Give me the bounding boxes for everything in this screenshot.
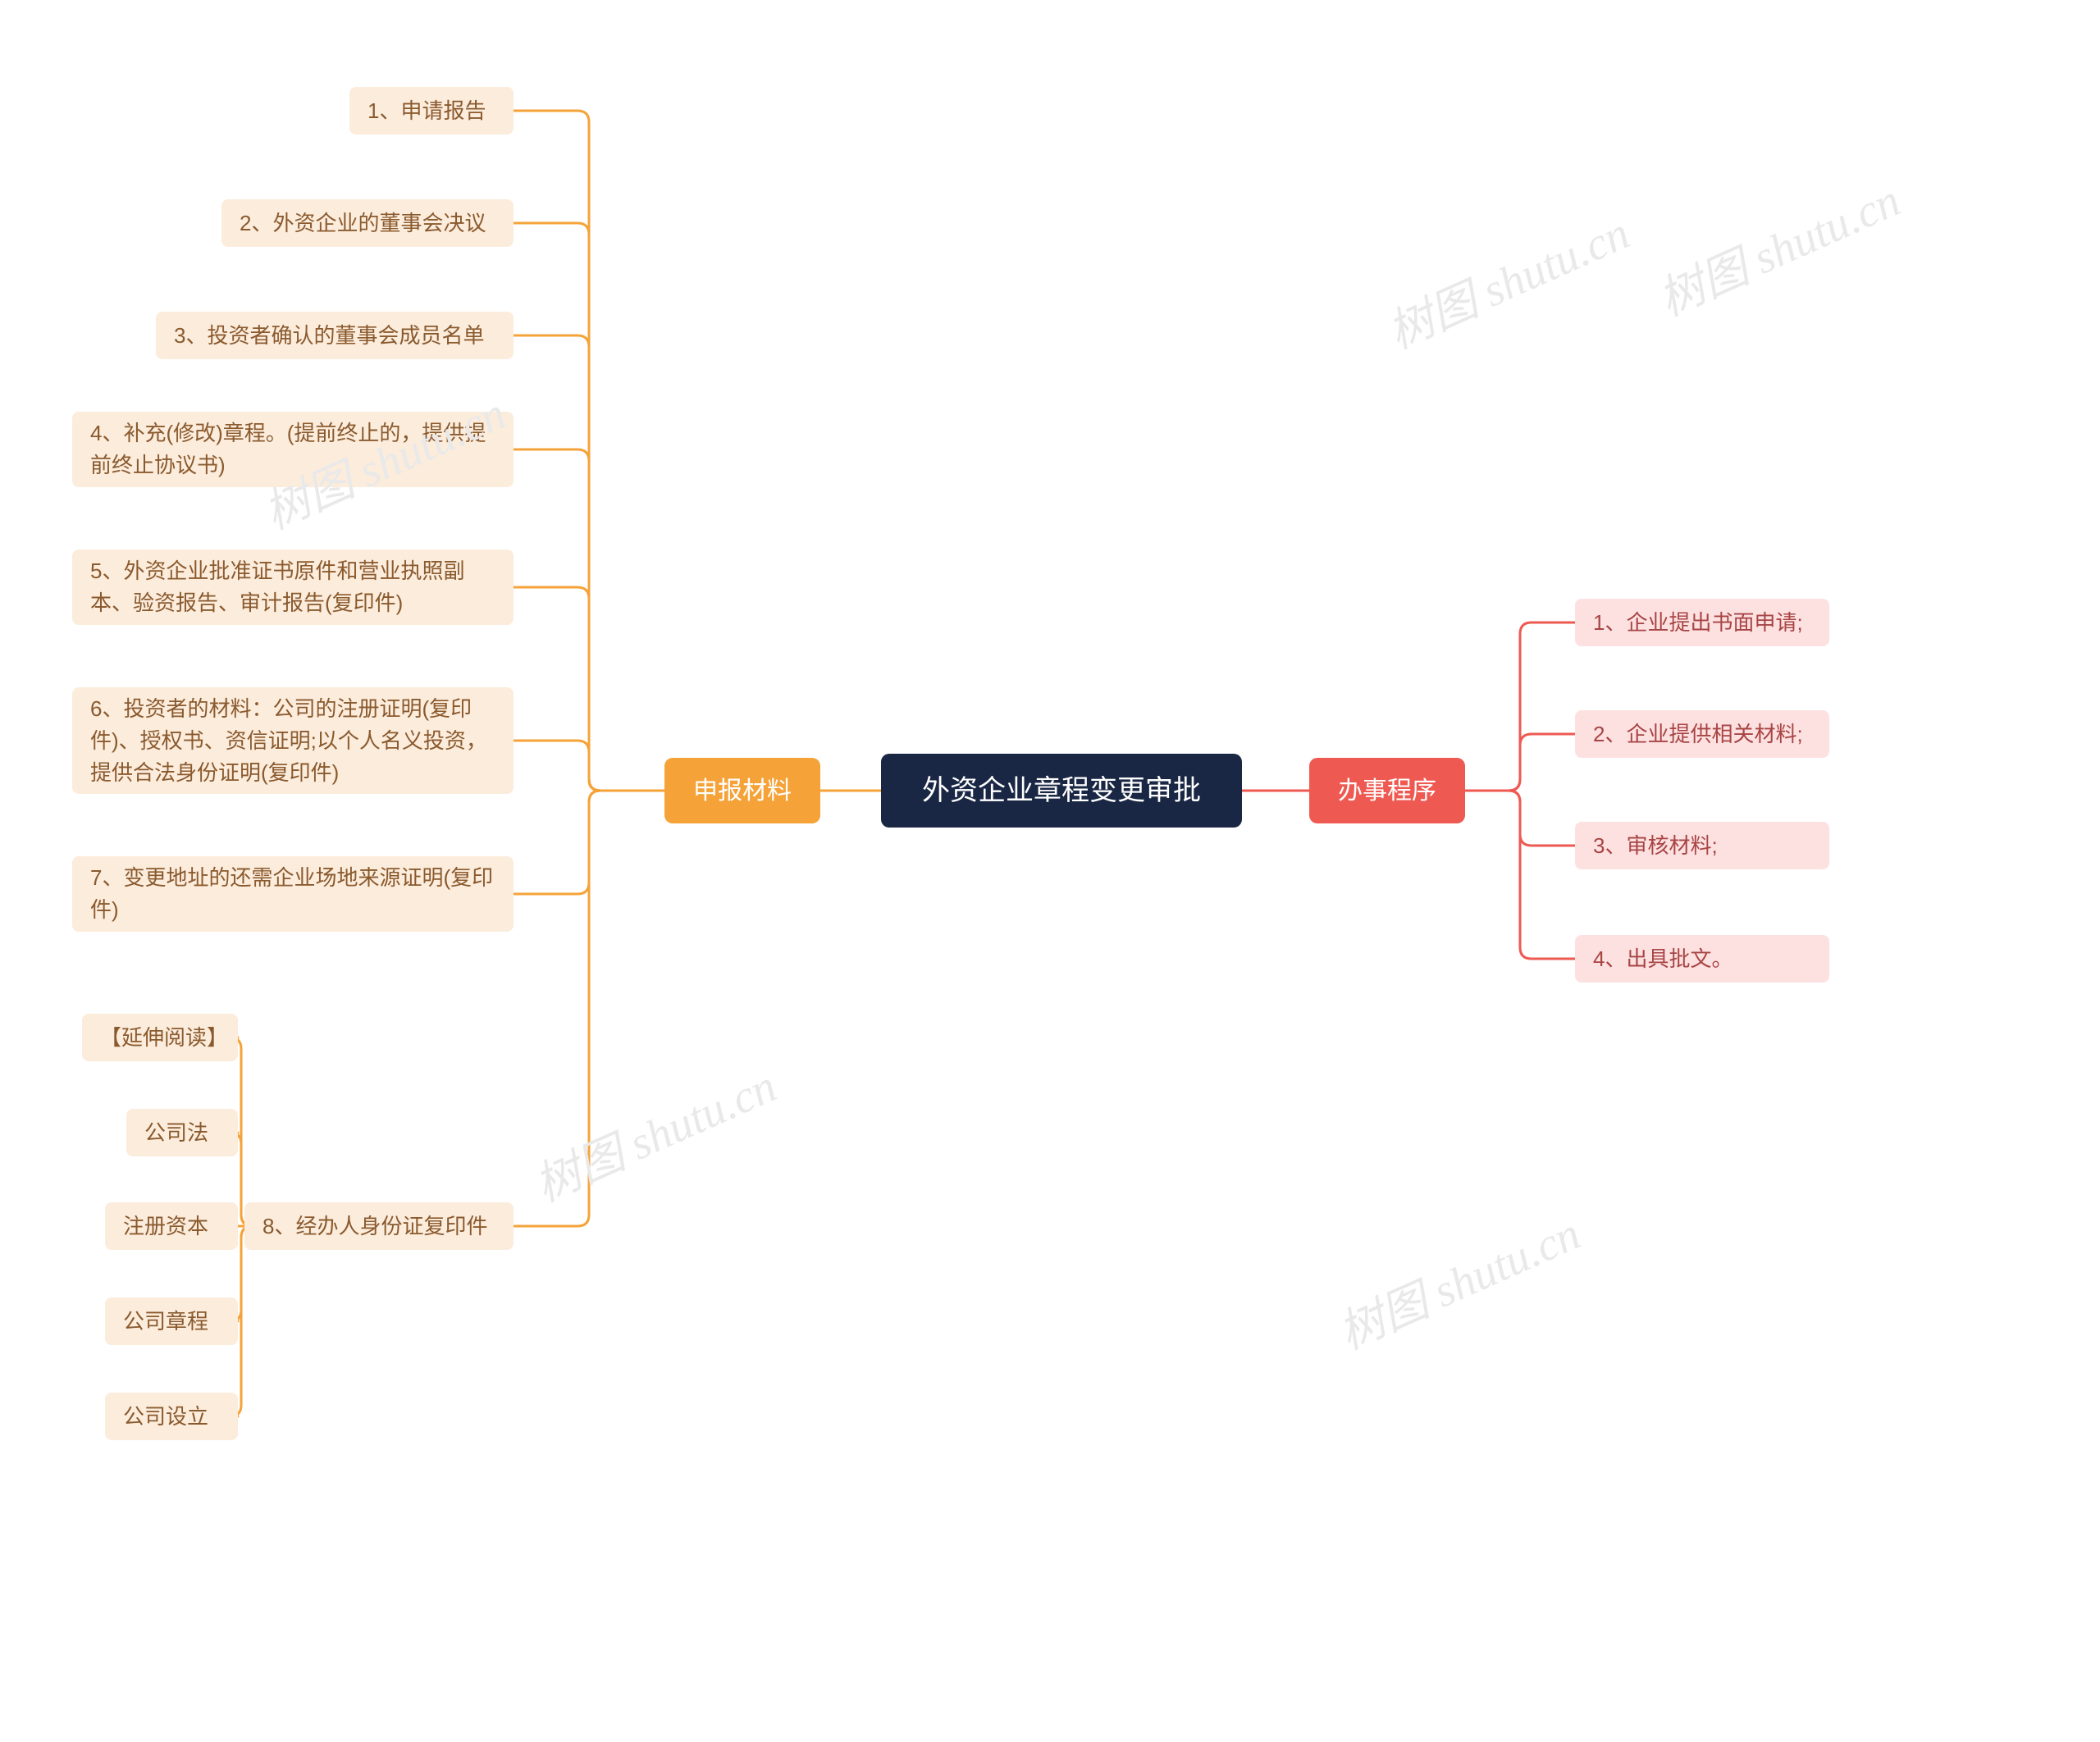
left-leaf-7: 7、变更地址的还需企业场地来源证明(复印件) bbox=[72, 856, 514, 932]
right-leaf-3: 3、审核材料; bbox=[1575, 822, 1829, 869]
watermark: 树图 shutu.cn bbox=[523, 1050, 785, 1215]
left-leaf-4: 4、补充(修改)章程。(提前终止的，提供提前终止协议书) bbox=[72, 412, 514, 487]
branch-left: 申报材料 bbox=[664, 758, 820, 823]
left-sub-1: 【延伸阅读】 bbox=[82, 1014, 238, 1061]
left-leaf-5: 5、外资企业批准证书原件和营业执照副本、验资报告、审计报告(复印件) bbox=[72, 550, 514, 625]
left-leaf-3: 3、投资者确认的董事会成员名单 bbox=[156, 312, 514, 359]
left-leaf-8: 8、经办人身份证复印件 bbox=[244, 1202, 514, 1250]
watermark: 树图 shutu.cn bbox=[1376, 197, 1638, 363]
left-leaf-6: 6、投资者的材料：公司的注册证明(复印件)、授权书、资信证明;以个人名义投资，提… bbox=[72, 687, 514, 794]
watermark: 树图 shutu.cn bbox=[1326, 1197, 1589, 1363]
left-sub-4: 公司章程 bbox=[105, 1297, 238, 1345]
left-sub-3: 注册资本 bbox=[105, 1202, 238, 1250]
left-sub-2: 公司法 bbox=[126, 1109, 238, 1156]
left-leaf-1: 1、申请报告 bbox=[349, 87, 514, 135]
left-leaf-2: 2、外资企业的董事会决议 bbox=[221, 199, 514, 247]
branch-right: 办事程序 bbox=[1309, 758, 1465, 823]
right-leaf-4: 4、出具批文。 bbox=[1575, 935, 1829, 983]
left-sub-5: 公司设立 bbox=[105, 1393, 238, 1440]
right-leaf-1: 1、企业提出书面申请; bbox=[1575, 599, 1829, 646]
root-node: 外资企业章程变更审批 bbox=[881, 754, 1242, 828]
watermark: 树图 shutu.cn bbox=[1646, 164, 1909, 330]
right-leaf-2: 2、企业提供相关材料; bbox=[1575, 710, 1829, 758]
